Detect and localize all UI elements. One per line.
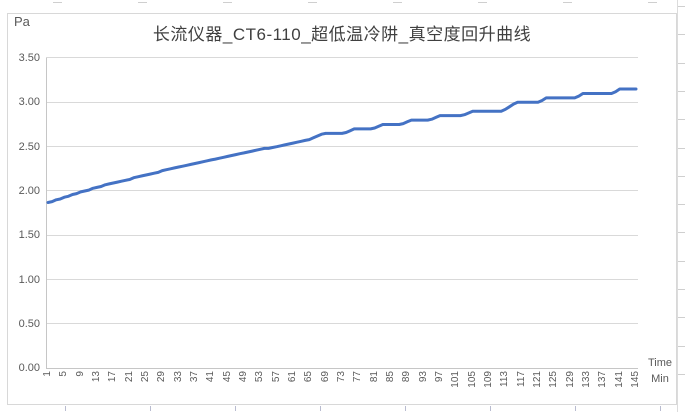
gridline-stub: [223, 2, 232, 3]
y-tick-label: 1.00: [18, 273, 40, 286]
x-tick-label: 13: [90, 371, 102, 383]
x-tick-label: 61: [286, 371, 298, 383]
y-gridline-2.00: [46, 190, 638, 192]
x-tick-label: 141: [613, 371, 625, 388]
gridline-stub: [138, 2, 147, 3]
y-tick-label: 1.50: [18, 229, 40, 242]
x-axis-line: [46, 368, 638, 369]
x-tick-label: 129: [564, 371, 576, 388]
x-tick-label: 121: [531, 371, 543, 388]
gridline-stub: [678, 91, 685, 92]
x-tick-label: 29: [156, 371, 168, 383]
gridline-stub: [678, 289, 685, 290]
gridline-stub: [575, 406, 576, 411]
gridline-stub: [648, 2, 657, 3]
x-tick-label: 101: [450, 371, 462, 388]
x-tick-label: 37: [188, 371, 200, 383]
gridline-stub: [678, 232, 685, 233]
gridline-stub: [478, 2, 487, 3]
x-axis-title-time: Time: [647, 357, 673, 369]
gridline-stub: [65, 406, 66, 411]
y-tick-label: 0.50: [18, 317, 40, 330]
gridline-stub: [53, 2, 62, 3]
y-axis-unit-label: Pa: [14, 14, 30, 29]
x-tick-label: 65: [303, 371, 315, 383]
y-tick-label: 2.50: [18, 140, 40, 153]
x-tick-label: 33: [172, 371, 184, 383]
x-tick-label: 53: [254, 371, 266, 383]
gridline-stub: [490, 406, 491, 411]
gridline-stub: [678, 374, 685, 375]
chart-title: 长流仪器_CT6-110_超低温冷阱_真空度回升曲线: [152, 25, 532, 44]
gridline-stub: [563, 2, 572, 3]
x-tick-label: 109: [482, 371, 494, 388]
x-tick-label: 93: [417, 371, 429, 383]
x-tick-label: 125: [548, 371, 560, 388]
x-tick-label: 113: [499, 371, 511, 387]
gridline-stub: [678, 34, 685, 35]
gridline-stub: [235, 406, 236, 411]
gridline-stub: [678, 6, 685, 7]
x-tick-label: 89: [401, 371, 413, 383]
gridline-stub: [678, 176, 685, 177]
x-tick-label: 117: [515, 371, 527, 387]
x-tick-label: 77: [352, 371, 364, 383]
x-tick-label: 49: [237, 371, 249, 383]
y-tick-label: 3.00: [18, 96, 40, 109]
gridline-stub: [320, 406, 321, 411]
x-tick-label: 105: [466, 371, 478, 388]
x-tick-label: 97: [433, 371, 445, 383]
gridline-stub: [308, 2, 317, 3]
y-gridline-3.00: [46, 101, 638, 103]
y-gridline-0.50: [46, 323, 638, 325]
x-tick-label: 25: [139, 371, 151, 383]
x-tick-label: 133: [580, 371, 592, 388]
gridline-stub: [678, 63, 685, 64]
x-tick-label: 17: [107, 371, 119, 383]
y-tick-label: 0.00: [18, 362, 40, 375]
x-tick-label: 57: [270, 371, 282, 383]
y-gridline-1.50: [46, 234, 638, 236]
x-tick-label: 41: [205, 371, 217, 383]
gridline-stub: [678, 204, 685, 205]
gridline-stub: [678, 346, 685, 347]
x-tick-label: 21: [123, 371, 135, 383]
x-tick-label: 85: [384, 371, 396, 383]
x-tick-label: 5: [58, 371, 70, 377]
gridline-stub: [678, 148, 685, 149]
gridline-stub: [678, 261, 685, 262]
spreadsheet-column-gridline: [677, 0, 678, 412]
y-axis-line: [46, 58, 47, 369]
gridline-stub: [678, 317, 685, 318]
gridline-stub: [393, 2, 402, 3]
y-tick-label: 3.50: [18, 51, 40, 64]
y-gridline-2.50: [46, 146, 638, 148]
y-gridline-3.50: [46, 57, 638, 59]
x-tick-label: 81: [368, 371, 380, 383]
x-tick-label: 69: [319, 371, 331, 383]
x-tick-label: 73: [335, 371, 347, 383]
x-tick-label: 45: [221, 371, 233, 383]
gridline-stub: [660, 406, 661, 411]
x-axis-title-min: Min: [651, 373, 669, 385]
x-tick-label: 1: [42, 371, 53, 377]
y-tick-label: 2.00: [18, 184, 40, 197]
x-tick-label: 137: [597, 371, 609, 388]
gridline-stub: [678, 119, 685, 120]
x-tick-label: 9: [74, 371, 86, 377]
y-gridline-1.00: [46, 279, 638, 281]
gridline-stub: [150, 406, 151, 411]
gridline-stub: [405, 406, 406, 411]
chart-area[interactable]: [7, 13, 677, 405]
